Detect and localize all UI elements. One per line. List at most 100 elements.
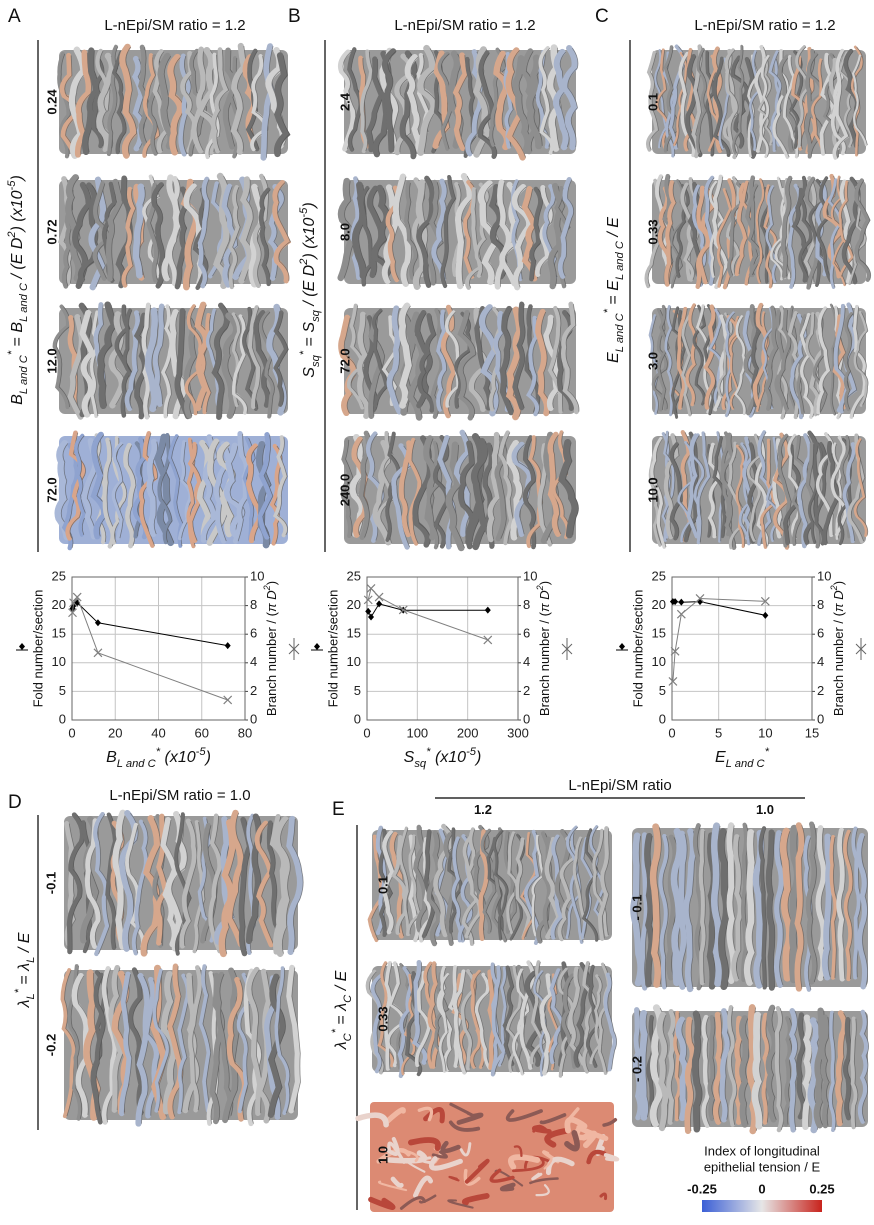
fold bbox=[238, 176, 254, 284]
simulation-image bbox=[337, 172, 576, 291]
fold bbox=[529, 186, 543, 282]
fold bbox=[65, 174, 83, 282]
fold-shade bbox=[258, 312, 271, 406]
fold-shade bbox=[800, 825, 806, 989]
y-tick-label: 5 bbox=[59, 683, 66, 698]
fold-shade bbox=[421, 315, 437, 411]
fold bbox=[101, 966, 118, 1125]
fold-shade bbox=[542, 47, 555, 153]
fold bbox=[712, 435, 727, 539]
fold bbox=[428, 1156, 463, 1171]
fold-shade bbox=[407, 182, 418, 278]
fold bbox=[398, 826, 410, 936]
fold bbox=[802, 1014, 813, 1131]
fold bbox=[438, 973, 450, 1073]
fold bbox=[108, 311, 126, 409]
fold-shade bbox=[344, 439, 354, 536]
fold bbox=[513, 1145, 523, 1158]
fold bbox=[811, 58, 825, 155]
fold-shade bbox=[750, 832, 756, 983]
fold bbox=[383, 961, 392, 1071]
fold-shade bbox=[280, 819, 291, 954]
fold bbox=[449, 1102, 475, 1117]
label-segment: / E bbox=[333, 970, 350, 994]
label-segment: ) bbox=[537, 581, 552, 585]
fold-shade bbox=[708, 52, 716, 155]
fold-shade bbox=[841, 830, 846, 979]
fold-shade bbox=[440, 967, 454, 1071]
fold bbox=[252, 173, 269, 288]
data-point bbox=[672, 598, 679, 606]
y2-tick-label: 4 bbox=[523, 654, 530, 669]
fold-shade bbox=[779, 309, 792, 410]
fold-shade bbox=[172, 178, 185, 284]
fold bbox=[646, 1015, 656, 1127]
fold bbox=[132, 183, 146, 279]
fold bbox=[404, 53, 425, 151]
fold bbox=[727, 1005, 737, 1127]
fold bbox=[821, 833, 833, 981]
fold bbox=[685, 303, 697, 407]
x-tick-label: 0 bbox=[668, 725, 675, 740]
fold-shade bbox=[595, 830, 609, 935]
label-segment: L and C bbox=[726, 758, 766, 770]
fold-shade bbox=[751, 51, 762, 150]
fold-shade bbox=[121, 178, 133, 286]
fold-shade bbox=[533, 836, 546, 936]
axis-label: BL and C* = BL and C / (E D2) (x10-5) bbox=[6, 175, 30, 405]
fold bbox=[581, 828, 600, 942]
label-segment: L and C bbox=[18, 282, 30, 322]
fold bbox=[644, 832, 655, 988]
fold bbox=[558, 439, 579, 539]
colorbar-title: epithelial tension / E bbox=[704, 1159, 821, 1174]
y-tick-label: 20 bbox=[652, 597, 666, 612]
fold bbox=[535, 308, 551, 417]
y2-tick-label: 4 bbox=[250, 654, 257, 669]
simulation-image bbox=[60, 963, 301, 1127]
fold-shade bbox=[532, 57, 543, 146]
fold-shade bbox=[219, 974, 234, 1116]
fold bbox=[646, 50, 659, 152]
fold bbox=[404, 180, 418, 280]
fold bbox=[124, 310, 141, 412]
fold bbox=[417, 1106, 434, 1122]
fold-shade bbox=[499, 53, 512, 148]
fold-shade bbox=[262, 189, 272, 285]
fold-shade bbox=[456, 971, 467, 1073]
fold bbox=[417, 44, 438, 156]
label-segment: C bbox=[342, 994, 354, 1003]
fold bbox=[531, 1124, 552, 1134]
fold bbox=[529, 1177, 559, 1185]
fold bbox=[187, 441, 202, 543]
fold bbox=[253, 310, 271, 408]
label-segment: S bbox=[404, 749, 415, 766]
fold bbox=[440, 174, 456, 289]
fold bbox=[805, 442, 821, 549]
fold bbox=[508, 1154, 541, 1170]
y-axis-label: Fold number/section bbox=[325, 590, 340, 708]
fold bbox=[386, 305, 403, 415]
fold bbox=[167, 963, 184, 1120]
fold bbox=[112, 809, 127, 950]
fold bbox=[524, 970, 544, 1067]
plot-frame bbox=[366, 576, 519, 721]
label-segment: λ bbox=[16, 999, 33, 1008]
fold-shade bbox=[770, 1007, 778, 1120]
fold bbox=[654, 49, 668, 149]
fold bbox=[135, 972, 151, 1127]
fold bbox=[503, 830, 517, 934]
fold bbox=[408, 834, 420, 943]
fold bbox=[597, 826, 610, 941]
y-tick-label: 25 bbox=[52, 568, 66, 583]
fold bbox=[724, 48, 739, 155]
axis-label: EL and C* = EL and C / E bbox=[602, 217, 626, 363]
fold bbox=[539, 1113, 567, 1125]
fold bbox=[378, 1180, 408, 1192]
fold bbox=[574, 1127, 596, 1141]
y-tick-label: 0 bbox=[354, 711, 361, 726]
fold-shade bbox=[262, 311, 276, 417]
fold-shade bbox=[494, 828, 508, 941]
fold bbox=[765, 829, 775, 991]
fold bbox=[691, 1010, 703, 1133]
fold bbox=[638, 1009, 649, 1121]
